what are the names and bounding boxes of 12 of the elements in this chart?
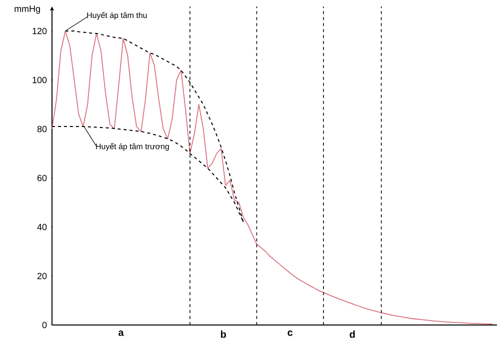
y-tick-label: 80	[37, 126, 47, 132]
text: b	[220, 330, 226, 338]
y-tick-label: 120	[32, 28, 47, 34]
text: d	[350, 330, 355, 338]
y-tick-label: 60	[37, 174, 47, 182]
text: c	[288, 330, 293, 336]
y-tick-label: 0	[42, 322, 47, 328]
y-axis-title: mmHg	[14, 6, 40, 14]
y-tick-label: 100	[32, 76, 47, 84]
text: a	[118, 330, 124, 336]
y-tick-label: 40	[37, 224, 47, 230]
y-tick-label: 20	[37, 272, 47, 280]
